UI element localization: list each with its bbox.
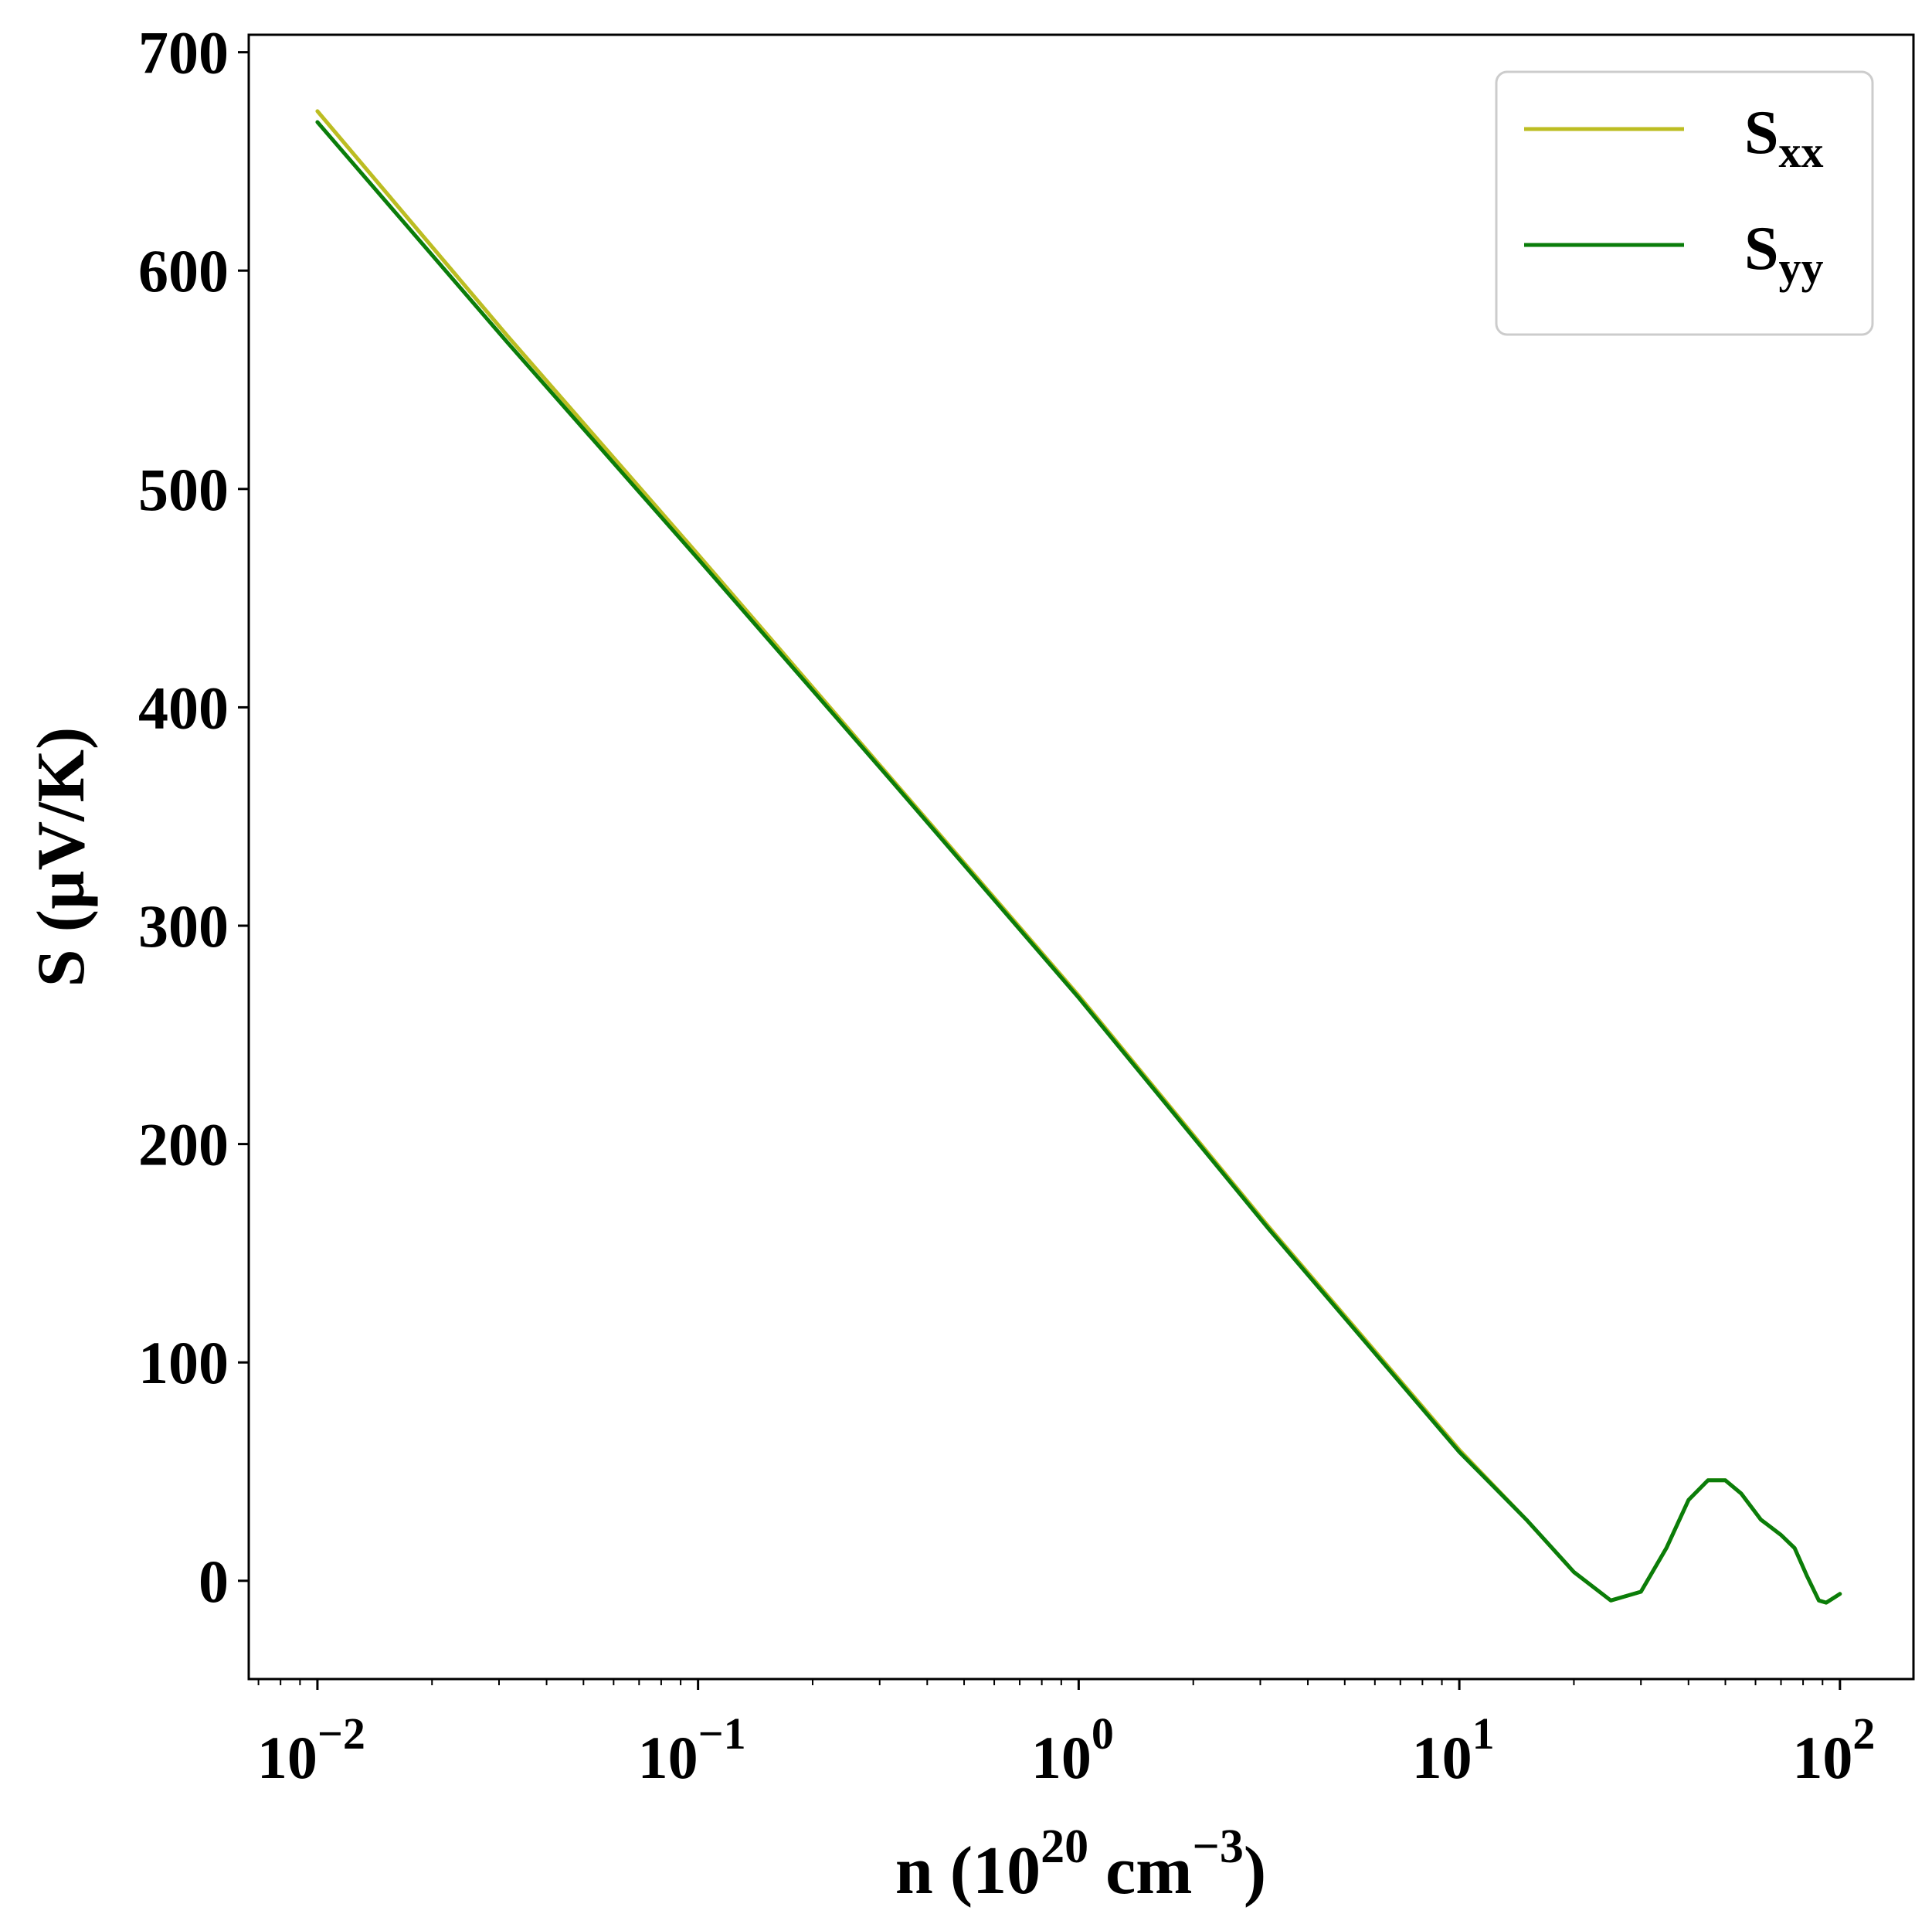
y-tick-label-500: 500 <box>138 456 229 523</box>
plot-frame <box>247 33 1915 1681</box>
x-axis-label: n (1020 cm−3) <box>895 1820 1266 1909</box>
x-tick-label-−1: 10−1 <box>638 1708 746 1791</box>
y-tick-label-600: 600 <box>138 237 229 304</box>
x-axis-label-end: ) <box>1244 1834 1266 1909</box>
y-tick-label-200: 200 <box>138 1111 229 1178</box>
x-tick-label-0: 100 <box>1031 1708 1114 1791</box>
legend-label-syy-sub: yy <box>1779 243 1824 293</box>
x-axis-label-exp2: −3 <box>1192 1820 1243 1873</box>
legend-label-syy-base: S <box>1744 215 1779 283</box>
x-tick-label-exp: 0 <box>1092 1708 1114 1759</box>
x-tick-label-1: 101 <box>1412 1708 1495 1791</box>
y-tick-label-400: 400 <box>138 674 229 741</box>
x-tick-label-2: 102 <box>1792 1708 1875 1791</box>
series-layer <box>315 109 1842 1605</box>
x-tick-label-exp: 1 <box>1472 1708 1495 1759</box>
y-axis: 0 100 200 300 400 500 600 700 <box>138 19 249 1615</box>
x-tick-label-exp: 2 <box>1852 1708 1875 1759</box>
y-axis-label: S (µV/K) <box>24 727 99 987</box>
x-axis-label-exp1: 20 <box>1041 1820 1088 1873</box>
x-tick-label-base: 10 <box>1792 1724 1852 1791</box>
series-line-syy <box>315 120 1842 1605</box>
y-tick-label-100: 100 <box>138 1329 229 1396</box>
x-tick-label-base: 10 <box>1031 1724 1092 1791</box>
x-axis: 10−2 10−1 100 101 102 <box>257 1679 1875 1791</box>
legend-frame <box>1495 70 1874 336</box>
legend: Sxx Syy <box>1495 70 1874 336</box>
x-tick-label-base: 10 <box>638 1724 698 1791</box>
y-tick-label-700: 700 <box>138 19 229 87</box>
y-tick-label-0: 0 <box>199 1548 229 1615</box>
y-tick-label-300: 300 <box>138 892 229 960</box>
legend-label-sxx-sub: xx <box>1779 127 1824 177</box>
x-tick-label-base: 10 <box>1412 1724 1472 1791</box>
legend-label-sxx-base: S <box>1744 99 1779 167</box>
x-axis-label-base: n (10 <box>895 1834 1041 1909</box>
x-tick-label-exp: −2 <box>317 1708 365 1759</box>
x-axis-label-mid: cm <box>1088 1834 1192 1909</box>
legend-label-sxx: Sxx <box>1744 99 1824 177</box>
x-tick-label-−2: 10−2 <box>257 1708 365 1791</box>
legend-label-syy: Syy <box>1744 215 1824 293</box>
x-tick-label-base: 10 <box>257 1724 317 1791</box>
x-tick-label-exp: −1 <box>698 1708 746 1759</box>
